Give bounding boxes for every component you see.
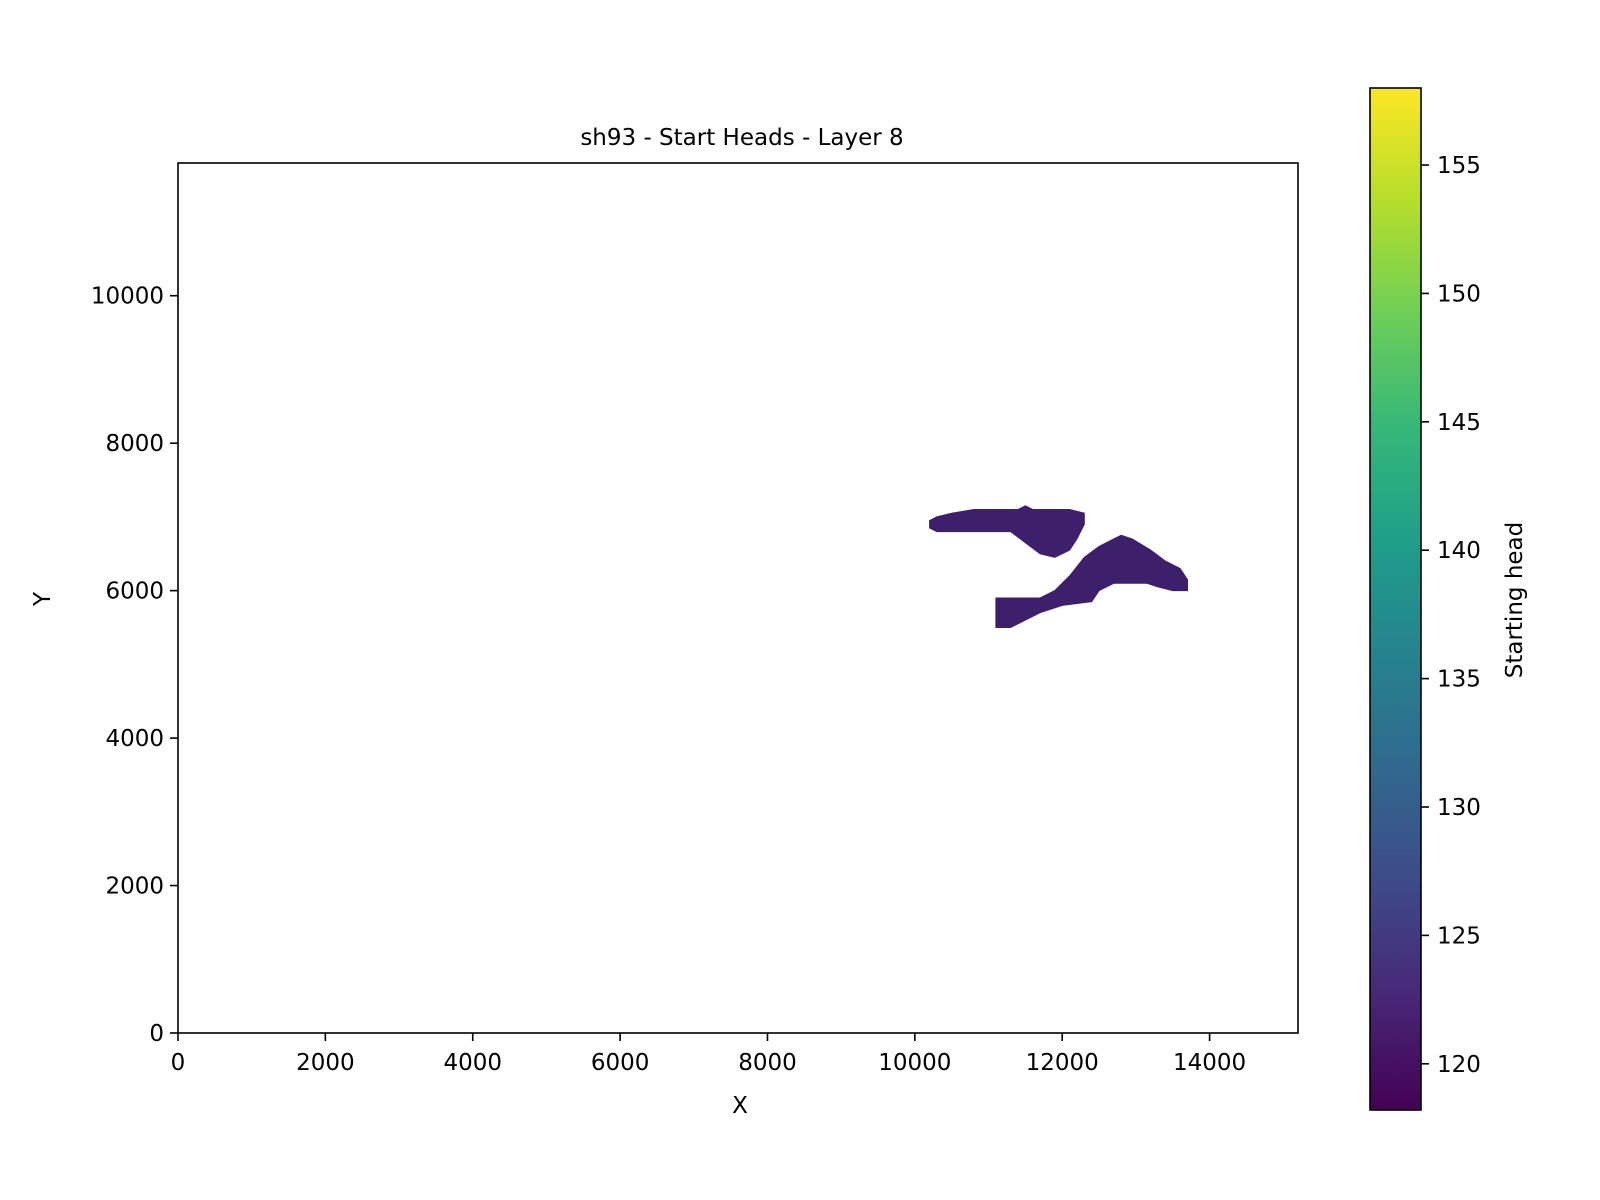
y-tick-label: 8000	[105, 431, 164, 457]
y-tick-label: 6000	[105, 579, 164, 605]
x-tick-label: 10000	[878, 1050, 951, 1076]
y-tick-label: 2000	[105, 874, 164, 900]
chart-title: sh93 - Start Heads - Layer 8	[580, 125, 903, 151]
x-tick-label: 0	[171, 1050, 186, 1076]
colorbar-tick-label: 150	[1437, 281, 1481, 307]
colorbar-tick-label: 145	[1437, 410, 1481, 436]
head-region-1	[929, 505, 1085, 558]
y-axis-label: Y	[30, 591, 56, 607]
y-axis: 0 2000 4000 6000 8000 10000	[91, 284, 178, 1047]
x-tick-label: 2000	[296, 1050, 355, 1076]
colorbar-label: Starting head	[1502, 522, 1528, 679]
y-tick-label: 4000	[105, 726, 164, 752]
x-tick-label: 6000	[591, 1050, 650, 1076]
y-tick-label: 0	[149, 1021, 164, 1047]
x-axis: 0 2000 4000 6000 8000 10000 12000 14000	[171, 1033, 1246, 1076]
colorbar-tick-label: 130	[1437, 795, 1481, 821]
x-tick-label: 4000	[443, 1050, 502, 1076]
x-axis-label: X	[732, 1093, 748, 1119]
y-tick-label: 10000	[91, 284, 164, 310]
x-tick-label: 14000	[1173, 1050, 1246, 1076]
colorbar-tick-label: 125	[1437, 923, 1481, 949]
colorbar-tick-label: 135	[1437, 667, 1481, 693]
colorbar-tick-label: 140	[1437, 538, 1481, 564]
plot-background	[178, 163, 1298, 1033]
colorbar-tick-label: 155	[1437, 153, 1481, 179]
data-regions	[929, 505, 1188, 628]
x-tick-label: 12000	[1026, 1050, 1099, 1076]
colorbar: 120 125 130 135 140 145 150 155 Starting head	[1369, 87, 1528, 1111]
colorbar-ticks: 120 125 130 135 140 145 150 155	[1421, 153, 1481, 1078]
plot-area	[177, 162, 1299, 1034]
colorbar-tick-label: 120	[1437, 1052, 1481, 1078]
head-region-2	[995, 534, 1188, 628]
x-tick-label: 8000	[738, 1050, 797, 1076]
colorbar-gradient	[1369, 87, 1422, 1111]
plot-frame	[177, 162, 1299, 1034]
